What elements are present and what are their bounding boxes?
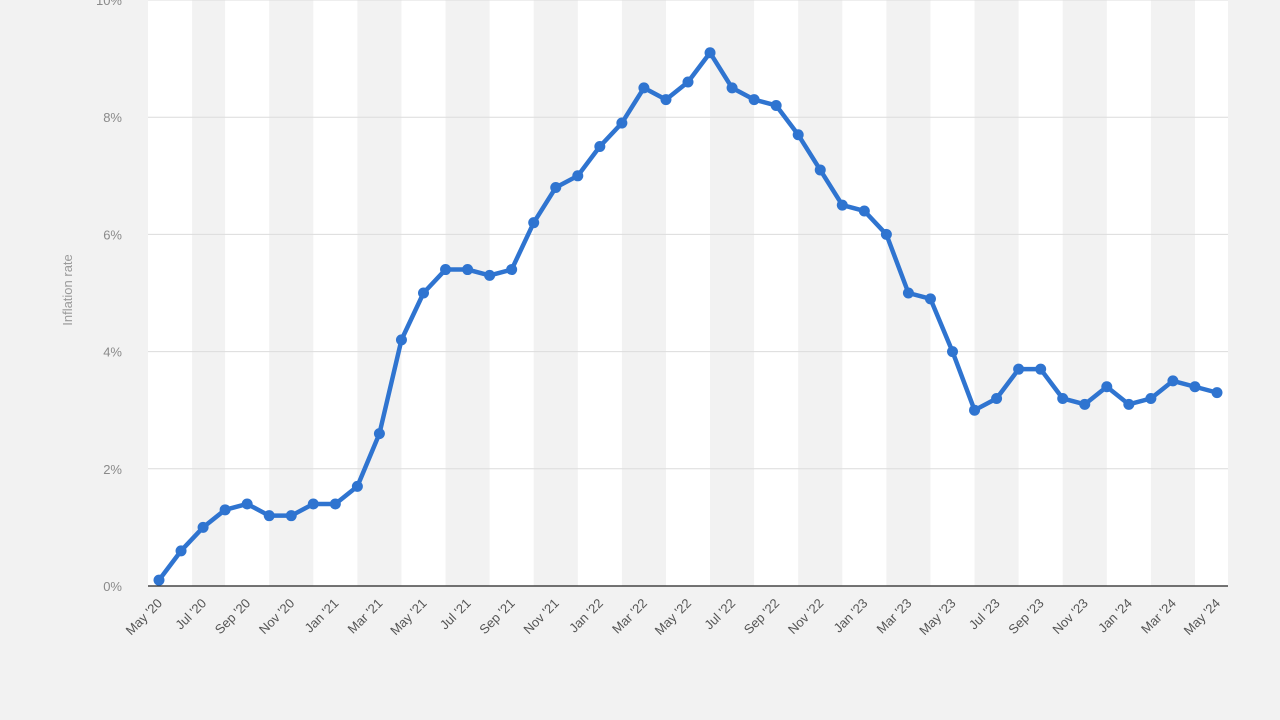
background-band <box>489 0 534 586</box>
data-point <box>616 117 628 129</box>
data-point <box>660 94 672 106</box>
y-tick-label: 8% <box>103 110 122 125</box>
data-point <box>726 82 738 94</box>
data-point <box>594 141 606 152</box>
data-points <box>153 47 1223 586</box>
data-point <box>1211 387 1223 399</box>
background-band <box>313 0 358 586</box>
y-tick-label: 0% <box>103 579 122 594</box>
data-point <box>792 129 804 141</box>
data-point <box>1167 375 1179 387</box>
data-point <box>924 293 936 305</box>
data-point <box>550 182 562 194</box>
y-tick-label: 4% <box>103 345 122 360</box>
y-tick-label: 10% <box>96 0 122 8</box>
data-point <box>682 76 694 88</box>
data-point <box>1035 363 1047 375</box>
data-point <box>1123 398 1135 410</box>
data-point <box>814 164 826 176</box>
background-band <box>1018 0 1063 586</box>
data-point <box>1145 392 1157 404</box>
data-point <box>175 545 187 557</box>
data-point <box>748 94 760 106</box>
data-point <box>880 228 892 240</box>
data-point <box>484 269 496 281</box>
data-point <box>462 264 474 276</box>
data-point <box>418 287 429 299</box>
background-band <box>842 0 887 586</box>
data-point <box>858 205 870 217</box>
data-point <box>241 498 253 510</box>
gridlines <box>148 0 1228 470</box>
data-point <box>373 428 385 440</box>
data-point <box>351 480 363 492</box>
y-tick-label: 2% <box>103 462 122 477</box>
background-band <box>754 0 799 586</box>
data-point <box>969 404 981 416</box>
data-point <box>285 510 297 522</box>
data-point <box>263 510 275 522</box>
data-point <box>153 574 165 586</box>
data-point <box>1013 363 1025 375</box>
background-band <box>1194 0 1228 586</box>
data-point <box>947 346 958 358</box>
data-point <box>307 498 319 510</box>
y-axis-label: Inflation rate <box>60 254 75 326</box>
background-band <box>148 0 193 586</box>
background-band <box>225 0 270 586</box>
data-point <box>506 264 518 276</box>
y-tick-label: 6% <box>103 227 122 242</box>
data-point <box>991 392 1003 404</box>
data-point <box>1057 392 1069 404</box>
data-point <box>572 170 584 182</box>
data-point <box>770 99 782 111</box>
data-point <box>440 264 452 276</box>
data-point <box>219 504 231 516</box>
data-point <box>329 498 341 510</box>
data-point <box>704 47 716 59</box>
data-point <box>528 217 540 229</box>
data-point <box>395 334 407 346</box>
y-axis-ticks: 0% 2% 4% 6% 8% 10% <box>96 0 122 594</box>
data-point <box>638 82 650 94</box>
background-band <box>577 0 622 586</box>
data-point <box>902 287 914 299</box>
background-band <box>665 0 711 586</box>
background-band <box>1106 0 1151 586</box>
background-band <box>930 0 975 586</box>
data-point <box>836 199 848 211</box>
data-point <box>1101 381 1113 393</box>
data-point <box>197 521 209 533</box>
data-point <box>1079 398 1091 410</box>
data-point <box>1189 381 1201 393</box>
